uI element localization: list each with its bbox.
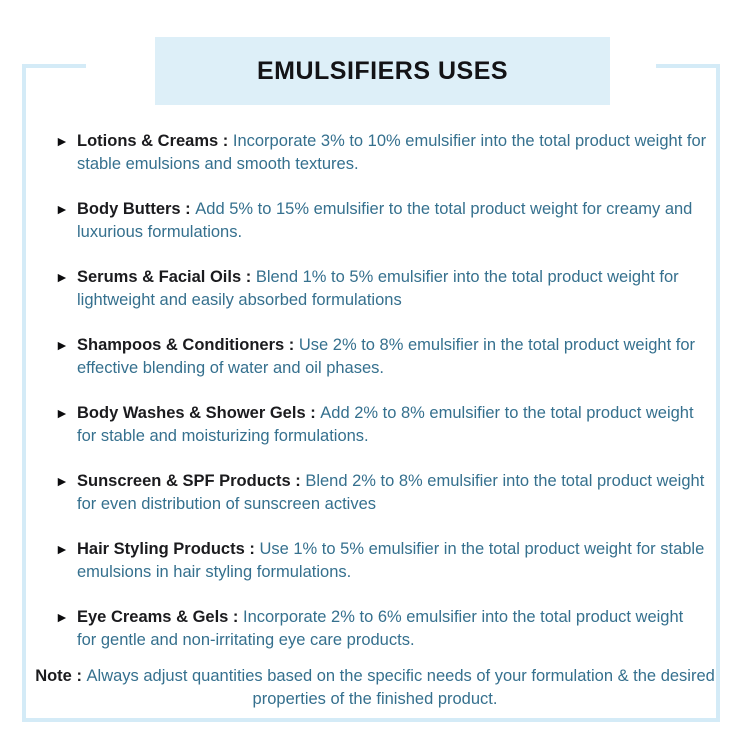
list-item: ► Serums & Facial Oils : Blend 1% to 5% … <box>55 266 707 312</box>
list-item-text: Serums & Facial Oils : Blend 1% to 5% em… <box>77 266 707 312</box>
list-item: ► Body Butters : Add 5% to 15% emulsifie… <box>55 198 707 244</box>
note: Note : Always adjust quantities based on… <box>32 665 718 711</box>
list-item: ► Eye Creams & Gels : Incorporate 2% to … <box>55 606 707 652</box>
item-description: Add 2% to 8% emulsifier to the total pro… <box>77 404 694 445</box>
list-item: ► Sunscreen & SPF Products : Blend 2% to… <box>55 470 707 516</box>
page-title: EMULSIFIERS USES <box>256 56 509 85</box>
item-description: Incorporate 3% to 10% emulsifier into th… <box>77 132 707 173</box>
arrow-bullet-icon: ► <box>55 201 69 217</box>
item-description: Blend 2% to 8% emulsifier into the total… <box>77 472 705 513</box>
item-label: Serums & Facial Oils : <box>77 268 256 286</box>
frame-top-left-segment <box>22 64 86 68</box>
list-item: ► Lotions & Creams : Incorporate 3% to 1… <box>55 130 707 176</box>
title-banner: EMULSIFIERS USES <box>155 37 610 105</box>
list-item-text: Sunscreen & SPF Products : Blend 2% to 8… <box>77 470 707 516</box>
item-label: Sunscreen & SPF Products : <box>77 472 306 490</box>
list-item: ► Shampoos & Conditioners : Use 2% to 8%… <box>55 334 707 380</box>
item-label: Shampoos & Conditioners : <box>77 336 299 354</box>
list-item-text: Shampoos & Conditioners : Use 2% to 8% e… <box>77 334 707 380</box>
item-label: Body Washes & Shower Gels : <box>77 404 321 422</box>
list-item-text: Hair Styling Products : Use 1% to 5% emu… <box>77 538 707 584</box>
arrow-bullet-icon: ► <box>55 541 69 557</box>
arrow-bullet-icon: ► <box>55 405 69 421</box>
frame-top-right-segment <box>656 64 720 68</box>
item-label: Eye Creams & Gels : <box>77 608 243 626</box>
note-text: Always adjust quantities based on the sp… <box>86 667 715 708</box>
list-item-text: Eye Creams & Gels : Incorporate 2% to 6%… <box>77 606 707 652</box>
arrow-bullet-icon: ► <box>55 133 69 149</box>
note-label: Note : <box>35 667 87 685</box>
item-description: Incorporate 2% to 6% emulsifier into the… <box>77 608 684 649</box>
item-label: Hair Styling Products : <box>77 540 260 558</box>
item-description: Add 5% to 15% emulsifier to the total pr… <box>77 200 693 241</box>
arrow-bullet-icon: ► <box>55 609 69 625</box>
item-label: Body Butters : <box>77 200 196 218</box>
arrow-bullet-icon: ► <box>55 269 69 285</box>
item-label: Lotions & Creams : <box>77 132 233 150</box>
list-item-text: Body Washes & Shower Gels : Add 2% to 8%… <box>77 402 707 448</box>
arrow-bullet-icon: ► <box>55 473 69 489</box>
item-description: Blend 1% to 5% emulsifier into the total… <box>77 268 679 309</box>
arrow-bullet-icon: ► <box>55 337 69 353</box>
list-item: ► Body Washes & Shower Gels : Add 2% to … <box>55 402 707 448</box>
list-item-text: Body Butters : Add 5% to 15% emulsifier … <box>77 198 707 244</box>
item-description: Use 1% to 5% emulsifier in the total pro… <box>77 540 705 581</box>
item-description: Use 2% to 8% emulsifier in the total pro… <box>77 336 696 377</box>
list-item-text: Lotions & Creams : Incorporate 3% to 10%… <box>77 130 707 176</box>
list-item: ► Hair Styling Products : Use 1% to 5% e… <box>55 538 707 584</box>
uses-list: ► Lotions & Creams : Incorporate 3% to 1… <box>55 130 707 674</box>
